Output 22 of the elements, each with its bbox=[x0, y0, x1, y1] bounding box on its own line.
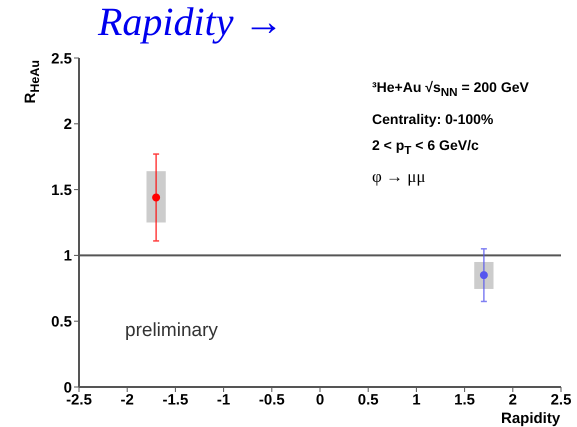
x-tick-label: 0 bbox=[316, 392, 324, 409]
y-tick-label: 1.5 bbox=[51, 182, 72, 199]
x-tick-label: -0.5 bbox=[258, 392, 285, 409]
x-tick-label: 1.5 bbox=[454, 392, 476, 409]
y-tick-label: 0.5 bbox=[51, 314, 72, 331]
y-tick-label: 1 bbox=[64, 248, 72, 265]
annotation: 2 < p$_{T}$ < 6 GeV/c bbox=[372, 136, 480, 159]
annotation: ³He+Au √s$_{NN}$ = 200 GeV bbox=[372, 78, 529, 101]
x-tick-label: 2.5 bbox=[550, 392, 572, 409]
annotation: preliminary bbox=[125, 320, 218, 342]
x-tick-label: -1.5 bbox=[162, 392, 188, 409]
x-axis-title: Rapidity bbox=[501, 410, 560, 427]
annotation: Centrality: 0-100% bbox=[372, 110, 494, 129]
x-tick-label: 1 bbox=[412, 392, 421, 409]
x-tick-label: -1 bbox=[216, 392, 230, 409]
x-tick-label: -2 bbox=[120, 392, 134, 409]
annotation: φ → μμ bbox=[372, 166, 427, 188]
chart-title: Rapidity → bbox=[98, 0, 284, 45]
x-tick-label: 2 bbox=[508, 392, 517, 409]
y-tick-label: 2 bbox=[64, 116, 72, 134]
y-tick-label: 2.5 bbox=[51, 50, 72, 68]
x-tick-label: 0.5 bbox=[358, 392, 379, 409]
